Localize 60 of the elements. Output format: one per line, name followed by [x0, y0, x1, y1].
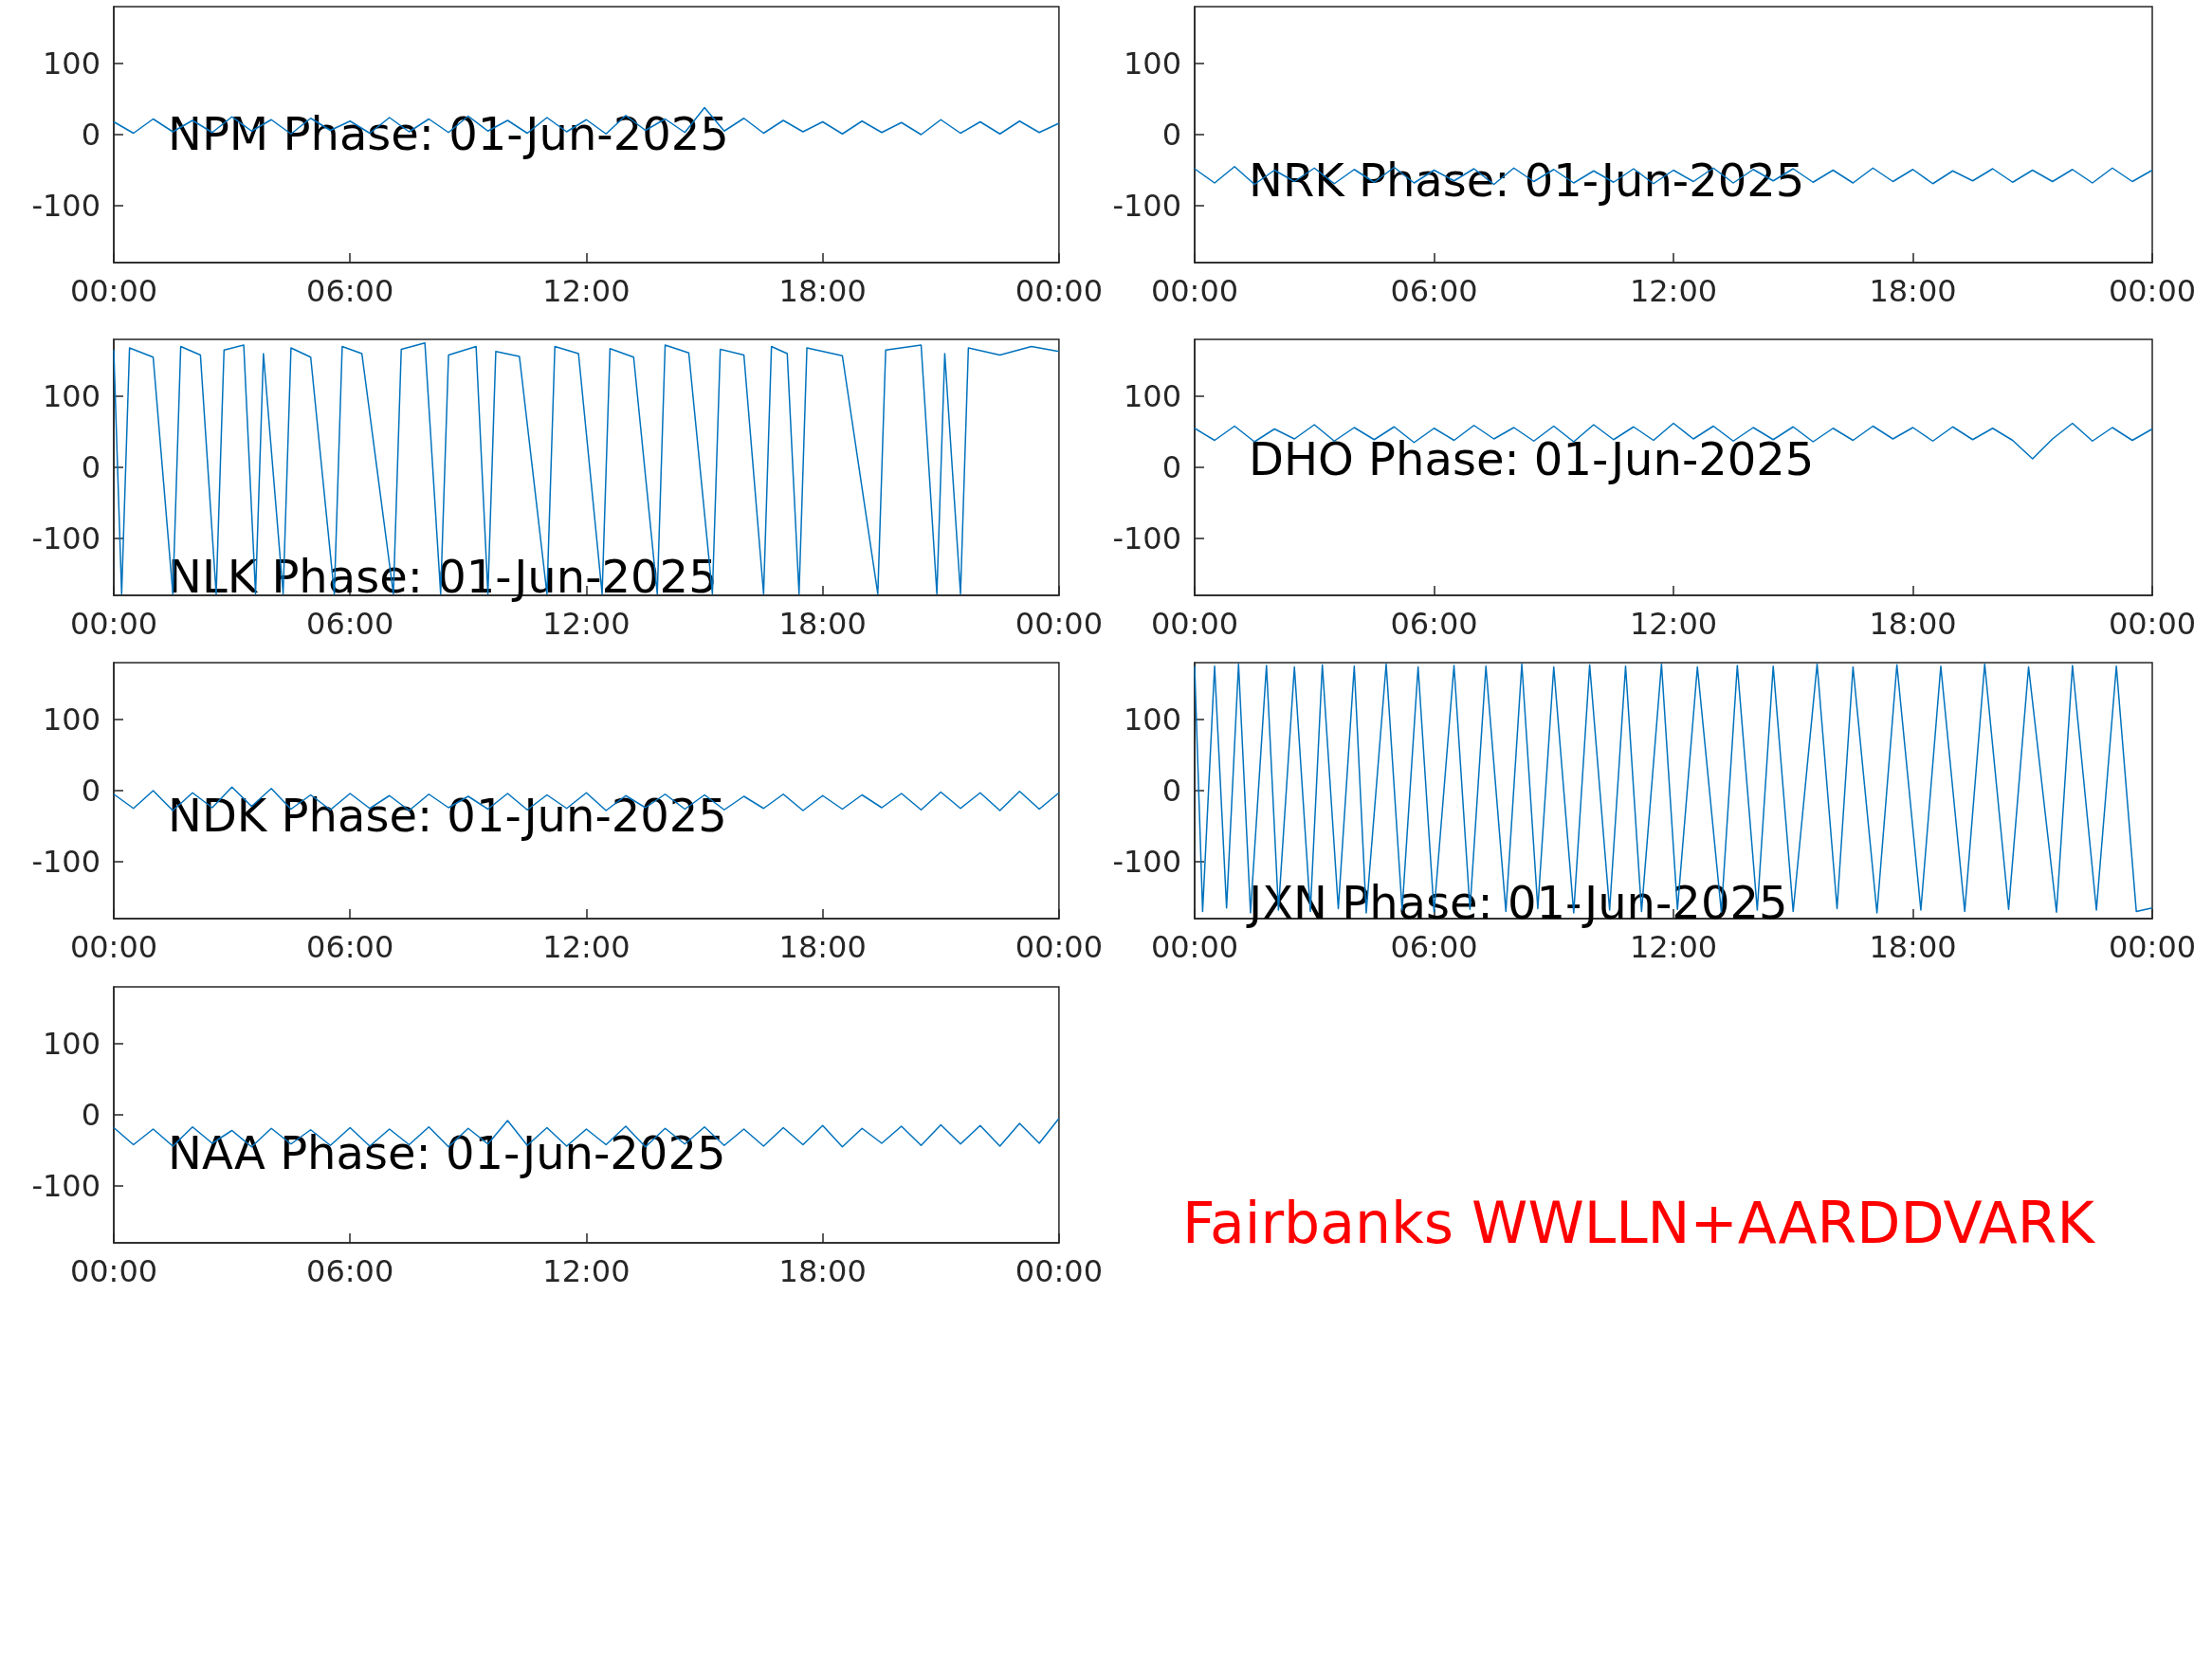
x-tick-label: 00:00	[2108, 273, 2197, 309]
x-tick-label: 06:00	[1390, 929, 1478, 965]
x-tick-label: 18:00	[778, 1253, 867, 1289]
x-tick-label: 00:00	[1015, 1253, 1103, 1289]
y-tick-label: -100	[31, 1168, 101, 1204]
x-tick-label: 12:00	[1629, 929, 1718, 965]
x-tick-label: 18:00	[778, 606, 867, 642]
x-tick-label: 06:00	[1390, 606, 1478, 642]
x-tick-label: 00:00	[1150, 606, 1239, 642]
y-tick-label: 100	[42, 1026, 101, 1062]
y-tick-label: 100	[42, 46, 101, 82]
y-tick-label: 0	[81, 773, 101, 809]
y-tick-label: 0	[81, 117, 101, 153]
x-tick-label: 12:00	[542, 606, 631, 642]
x-tick-label: 00:00	[69, 1253, 158, 1289]
x-tick-label: 06:00	[306, 929, 394, 965]
x-tick-label: 18:00	[1869, 929, 1957, 965]
y-tick-label: 0	[1161, 773, 1181, 809]
x-tick-label: 18:00	[1869, 606, 1957, 642]
x-tick-label: 00:00	[2108, 929, 2197, 965]
text: NDK Phase: 01-Jun-2025	[168, 789, 727, 842]
x-tick-label: 00:00	[1015, 273, 1103, 309]
x-tick-label: 00:00	[1015, 606, 1103, 642]
y-tick-label: -100	[31, 844, 101, 880]
x-tick-label: 06:00	[306, 1253, 394, 1289]
text: NAA Phase: 01-Jun-2025	[168, 1125, 726, 1179]
x-tick-label: 18:00	[1869, 273, 1957, 309]
text: Fairbanks WWLLN+AARDDVARK	[1182, 1190, 2094, 1256]
x-tick-label: 00:00	[2108, 606, 2197, 642]
x-tick-label: 00:00	[69, 273, 158, 309]
x-tick-label: 18:00	[778, 273, 867, 309]
y-tick-label: 0	[1161, 449, 1181, 485]
y-tick-label: 100	[1123, 46, 1181, 82]
x-tick-label: 12:00	[542, 273, 631, 309]
x-tick-label: 00:00	[69, 606, 158, 642]
text: DHO Phase: 01-Jun-2025	[1249, 431, 1815, 485]
x-tick-label: 06:00	[306, 273, 394, 309]
y-tick-label: 100	[1123, 378, 1181, 414]
y-tick-label: -100	[1112, 844, 1181, 880]
x-tick-label: 00:00	[1150, 273, 1239, 309]
x-tick-label: 00:00	[1150, 929, 1239, 965]
y-tick-label: 0	[1161, 117, 1181, 153]
y-tick-label: 0	[81, 1097, 101, 1133]
x-tick-label: 06:00	[306, 606, 394, 642]
x-tick-label: 06:00	[1390, 273, 1478, 309]
y-tick-label: 100	[42, 378, 101, 414]
x-tick-label: 00:00	[1015, 929, 1103, 965]
x-tick-label: 12:00	[1629, 606, 1718, 642]
y-tick-label: -100	[1112, 520, 1181, 556]
y-tick-label: -100	[31, 520, 101, 556]
y-tick-label: 100	[1123, 702, 1181, 738]
x-tick-label: 12:00	[1629, 273, 1718, 309]
x-tick-label: 12:00	[542, 929, 631, 965]
y-tick-label: -100	[1112, 188, 1181, 224]
y-tick-label: 100	[42, 702, 101, 738]
x-tick-label: 00:00	[69, 929, 158, 965]
x-tick-label: 18:00	[778, 929, 867, 965]
y-tick-label: 0	[81, 449, 101, 485]
x-tick-label: 12:00	[542, 1253, 631, 1289]
y-tick-label: -100	[31, 188, 101, 224]
